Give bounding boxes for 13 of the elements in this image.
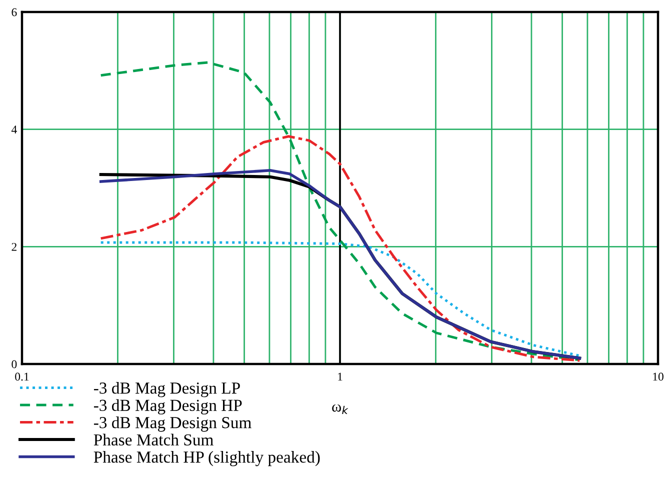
y-tick-label: 0 bbox=[12, 360, 17, 368]
y-tick-label: 6 bbox=[12, 8, 17, 16]
legend-label: Phase Match Sum bbox=[94, 434, 214, 446]
legend-label: -3 dB Mag Design Sum bbox=[94, 416, 252, 432]
x-axis-title: ω$_{k}$ bbox=[332, 404, 348, 414]
legend-label: -3 dB Mag Design LP bbox=[94, 382, 240, 398]
y-tick-label: 4 bbox=[11, 126, 17, 134]
x-tick-label: 10 bbox=[653, 372, 664, 381]
x-tick-label: 1 bbox=[338, 372, 342, 381]
y-tick-label: 2 bbox=[12, 242, 16, 251]
x-tick-label: 0.1 bbox=[15, 372, 29, 381]
legend-label: -3 dB Mag Design HP bbox=[94, 399, 242, 414]
legend-label: Phase Match HP (slightly peaked) bbox=[94, 451, 320, 466]
